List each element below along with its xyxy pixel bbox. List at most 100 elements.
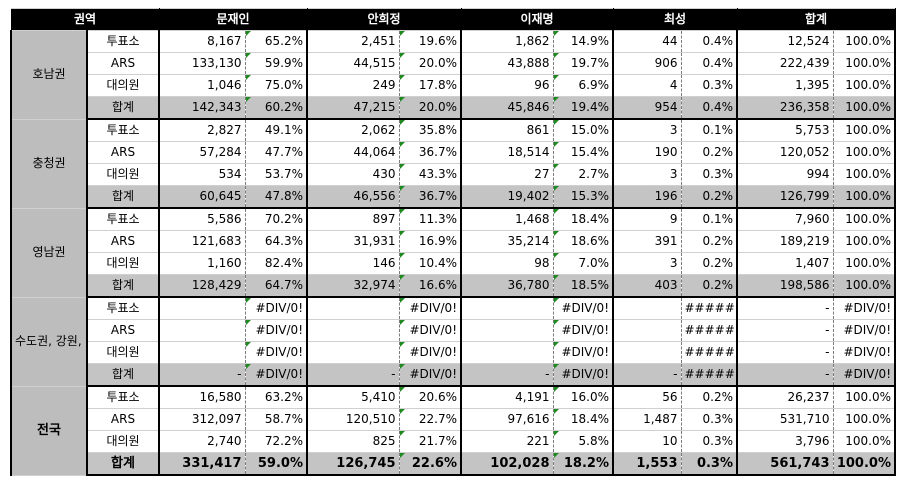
count-cell: 249: [307, 74, 399, 97]
count-cell: -: [159, 363, 245, 387]
table-row: 대의원 2,740 72.2% 825 21.7% 221 5.8% 10 0.3% 3,796 1…: [11, 430, 896, 453]
count-cell: 142,343: [159, 96, 245, 120]
count-cell: -: [737, 319, 833, 342]
count-cell: 1,553: [613, 452, 681, 476]
count-cell: 2,062: [307, 118, 399, 142]
table-row: 영남권 투표소 5,586 70.2% 897 11.3% 1,468 18.4% 9 0.1% 7…: [10, 207, 896, 298]
percent-cell: 0.3%: [680, 74, 738, 97]
percent-cell: 0.4%: [680, 52, 738, 75]
percent-cell: 19.4%: [552, 96, 614, 120]
percent-cell: 17.8%: [398, 74, 462, 97]
table-row: 충청권 투표소 2,827 49.1% 2,062 35.8% 861 15.0% 3 0.1% 5…: [10, 118, 896, 209]
table-row: ARS 121,683 64.3% 31,931 16.9% 35,214 18.6% 391…: [11, 230, 896, 253]
percent-cell: 36.7%: [398, 141, 462, 164]
table-total-row: 합계 331,417 59.0% 126,745 22.6% 102,028 18.2% 1,…: [11, 452, 896, 476]
vote-type-cell: ARS: [87, 230, 160, 253]
percent-cell: 64.7%: [244, 274, 308, 298]
percent-cell: 47.8%: [244, 185, 308, 209]
vote-type-cell: 대의원: [87, 74, 160, 97]
percent-cell: #DIV/0!: [552, 341, 614, 364]
percent-cell: 16.6%: [398, 274, 462, 298]
percent-cell: #DIV/0!: [244, 319, 308, 342]
table-row: 수도권, 강원, 제주, 2차 모집투표소#DIV/0!#DIV/0!#DIV/…: [10, 296, 896, 387]
percent-cell: 10.4%: [398, 252, 462, 275]
count-cell: [159, 319, 245, 342]
count-cell: 56: [613, 385, 681, 409]
count-cell: 128,429: [159, 274, 245, 298]
percent-cell: 18.4%: [552, 408, 614, 431]
percent-cell: #DIV/0!: [552, 296, 614, 320]
count-cell: 60,645: [159, 185, 245, 209]
header-total: 합계: [736, 8, 896, 31]
percent-cell: 6.9%: [552, 74, 614, 97]
count-cell: 47,215: [307, 96, 399, 120]
count-cell: 5,586: [159, 207, 245, 231]
percent-cell: 0.3%: [680, 163, 738, 186]
count-cell: 96: [461, 74, 553, 97]
count-cell: [461, 296, 553, 320]
percent-cell: 75.0%: [244, 74, 308, 97]
count-cell: 331,417: [159, 452, 245, 476]
table-row: ARS 312,097 58.7% 120,510 22.7% 97,616 18.4% 1,…: [11, 408, 896, 431]
count-cell: 12,524: [737, 30, 833, 53]
count-cell: 120,052: [737, 141, 833, 164]
header-row: 권역 문재인 안희정 이재명 최성 합계: [10, 8, 896, 31]
percent-cell: #DIV/0!: [398, 363, 462, 387]
percent-cell: #DIV/0!: [832, 363, 896, 387]
table-row: ARS 57,284 47.7% 44,064 36.7% 18,514 15.4% 190 0…: [11, 141, 896, 164]
vote-type-cell: 투표소: [87, 296, 160, 320]
percent-cell: 0.1%: [680, 118, 738, 142]
count-cell: 102,028: [461, 452, 553, 476]
count-cell: 312,097: [159, 408, 245, 431]
vote-type-cell: 투표소: [87, 207, 160, 231]
table-row: 대의원 534 53.7% 430 43.3% 27 2.7% 3 0.3% 994 100.0%: [11, 163, 896, 186]
count-cell: 121,683: [159, 230, 245, 253]
percent-cell: 20.0%: [398, 52, 462, 75]
percent-cell: 59.9%: [244, 52, 308, 75]
percent-cell: #DIV/0!: [398, 319, 462, 342]
percent-cell: 22.7%: [398, 408, 462, 431]
count-cell: 2,451: [307, 30, 399, 53]
count-cell: -: [307, 363, 399, 387]
count-cell: 3: [613, 252, 681, 275]
vote-type-cell: 대의원: [87, 252, 160, 275]
count-cell: -: [737, 341, 833, 364]
percent-cell: 100.0%: [832, 96, 896, 120]
count-cell: 4,191: [461, 385, 553, 409]
count-cell: 46,556: [307, 185, 399, 209]
count-cell: 32,974: [307, 274, 399, 298]
count-cell: 19,402: [461, 185, 553, 209]
vote-type-cell: ARS: [87, 319, 160, 342]
header-candidate-1: 문재인: [158, 8, 308, 31]
count-cell: 9: [613, 207, 681, 231]
vote-type-cell: 대의원: [87, 430, 160, 453]
count-cell: 825: [307, 430, 399, 453]
percent-cell: 65.2%: [244, 30, 308, 53]
count-cell: 1,468: [461, 207, 553, 231]
count-cell: 861: [461, 118, 553, 142]
percent-cell: 63.2%: [244, 385, 308, 409]
vote-type-cell: 대의원: [87, 341, 160, 364]
count-cell: 2,827: [159, 118, 245, 142]
percent-cell: 0.4%: [680, 30, 738, 53]
table-row: ARS #DIV/0! #DIV/0! #DIV/0! ##### - #DIV/0!: [11, 319, 896, 342]
count-cell: 8,167: [159, 30, 245, 53]
percent-cell: 18.4%: [552, 207, 614, 231]
percent-cell: 18.2%: [552, 452, 614, 476]
percent-cell: 100.0%: [832, 185, 896, 209]
percent-cell: 47.7%: [244, 141, 308, 164]
percent-cell: 100.0%: [832, 52, 896, 75]
count-cell: -: [461, 363, 553, 387]
percent-cell: 19.6%: [398, 30, 462, 53]
percent-cell: #DIV/0!: [398, 341, 462, 364]
count-cell: 31,931: [307, 230, 399, 253]
percent-cell: #DIV/0!: [398, 296, 462, 320]
region-cell: 수도권, 강원, 제주, 2차 모집: [10, 296, 88, 387]
region-cell: 전국: [10, 385, 88, 476]
percent-cell: 60.2%: [244, 96, 308, 120]
count-cell: 906: [613, 52, 681, 75]
count-cell: 897: [307, 207, 399, 231]
percent-cell: 15.3%: [552, 185, 614, 209]
count-cell: 146: [307, 252, 399, 275]
count-cell: [613, 319, 681, 342]
